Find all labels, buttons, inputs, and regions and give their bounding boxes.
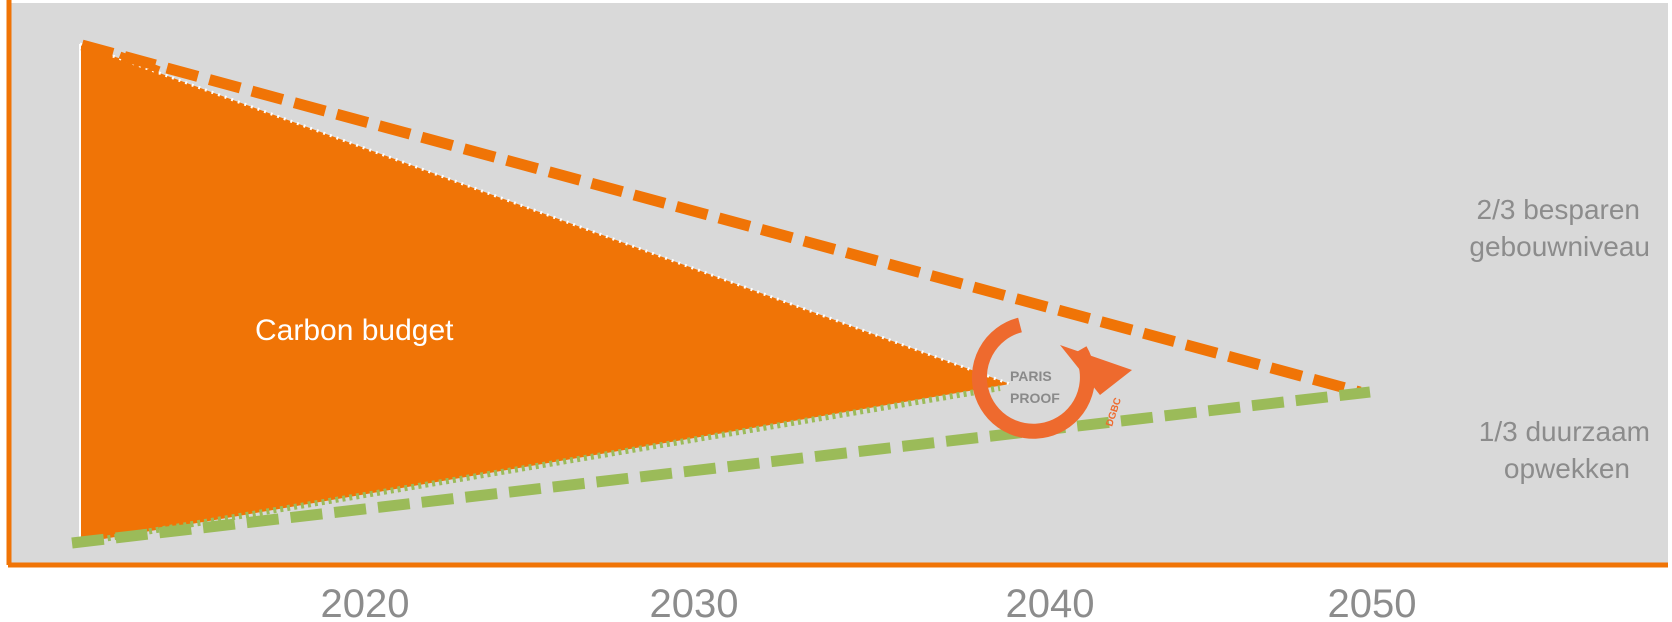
lower-right-label-line1: 1/3 duurzaam bbox=[1479, 416, 1650, 447]
x-tick-2030: 2030 bbox=[650, 582, 739, 622]
carbon-budget-area bbox=[80, 44, 1010, 543]
logo-text-paris: PARIS bbox=[1010, 368, 1052, 384]
x-tick-2020: 2020 bbox=[321, 582, 410, 622]
x-tick-2040: 2040 bbox=[1006, 582, 1095, 622]
upper-right-label-line1: 2/3 besparen bbox=[1477, 194, 1640, 225]
inner-green-dotted-line bbox=[79, 385, 1001, 546]
logo-arrow-head bbox=[1060, 345, 1132, 395]
lower-right-label-line2: opwekken bbox=[1504, 453, 1630, 484]
logo-circular-arrow bbox=[971, 317, 1095, 439]
start-orange-dash-fragments bbox=[118, 51, 167, 76]
logo-text-proof: PROOF bbox=[1010, 390, 1060, 406]
paris-proof-logo: PARIS PROOF DGBC bbox=[971, 317, 1132, 439]
outer-orange-dashed-line bbox=[80, 39, 1362, 398]
x-tick-2050: 2050 bbox=[1328, 582, 1417, 622]
upper-right-label-line2: gebouwniveau bbox=[1469, 231, 1650, 262]
carbon-budget-label: Carbon budget bbox=[255, 314, 454, 347]
